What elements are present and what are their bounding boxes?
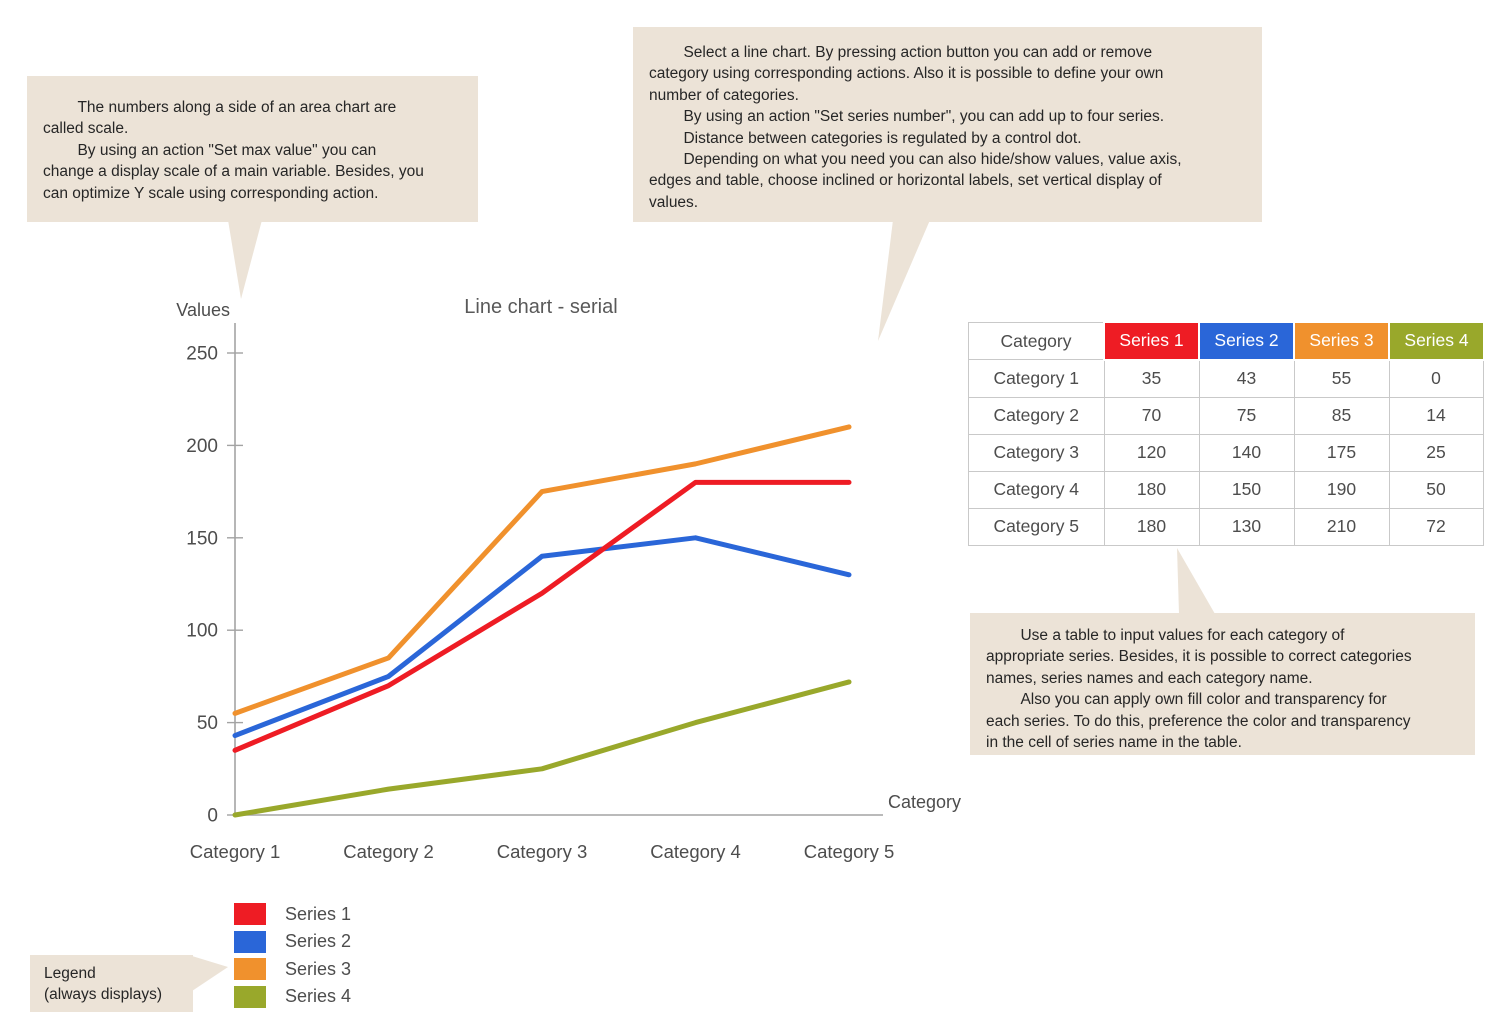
chart-legend: Series 1 Series 2 Series 3 Series 4 <box>234 903 351 1008</box>
table-cell-value: 0 <box>1388 359 1484 398</box>
y-tick-label: 0 <box>207 806 218 827</box>
table-cell-category: Category 4 <box>968 470 1105 509</box>
callout-chart-note: Select a line chart. By pressing action … <box>633 27 1262 222</box>
x-axis-title: Category <box>888 792 961 812</box>
table-header-series-1: Series 1 <box>1103 322 1199 361</box>
table-cell-value: 180 <box>1103 470 1200 509</box>
x-category-label: Category 4 <box>650 841 741 862</box>
legend-swatch-series-1 <box>234 903 266 925</box>
table-cell-value: 70 <box>1103 396 1200 435</box>
y-tick-label: 200 <box>186 436 218 457</box>
table-cell-value: 75 <box>1198 396 1295 435</box>
table-cell-value: 140 <box>1198 433 1295 472</box>
series-line-series-3 <box>232 424 852 716</box>
x-category-label: Category 3 <box>497 841 588 862</box>
legend-item-series-4: Series 4 <box>234 985 352 1008</box>
series-line-series-2 <box>232 535 852 739</box>
table-header-series-4: Series 4 <box>1388 322 1483 361</box>
legend-label: Series 2 <box>285 931 352 951</box>
table-cell-value: 55 <box>1293 359 1390 398</box>
table-cell-value: 50 <box>1388 470 1484 509</box>
table-cell-value: 14 <box>1388 396 1484 435</box>
legend-label: Series 1 <box>285 903 352 924</box>
line-chart: Line chart - serial Values Category 0 50 100 1… <box>176 296 961 862</box>
table-header-series-3: Series 3 <box>1293 322 1389 361</box>
table-row: Category 2 70 75 85 14 <box>968 396 1484 435</box>
legend-swatch-series-3 <box>234 958 266 980</box>
table-header-row: Category Series 1 Series 2 Series 3 Series 4 <box>968 322 1483 361</box>
table-cell-value: 180 <box>1103 507 1200 546</box>
callout-tail-legend <box>192 956 228 991</box>
callout-table-note: Use a table to input values for each cat… <box>970 613 1475 755</box>
table-cell-value: 72 <box>1388 507 1484 546</box>
table-cell-value: 120 <box>1103 433 1200 472</box>
y-tick-label: 100 <box>186 621 218 642</box>
callout-legend-note: Legend (always displays) <box>30 955 193 1012</box>
table-cell-value: 210 <box>1293 507 1390 546</box>
table-cell-category: Category 2 <box>968 396 1105 435</box>
series-line-series-1 <box>232 479 852 753</box>
table-cell-category: Category 5 <box>968 507 1105 546</box>
legend-label: Series 3 <box>285 958 352 979</box>
table-cell-value: 85 <box>1293 396 1390 435</box>
y-tick-label: 150 <box>186 528 218 549</box>
data-table: Category Series 1 Series 2 Series 3 Series 4… <box>968 322 1484 546</box>
table-row: Category 3 120 140 175 25 <box>968 433 1484 472</box>
legend-item-series-1: Series 1 <box>234 903 351 925</box>
table-cell-value: 150 <box>1198 470 1295 509</box>
legend-swatch-series-2 <box>234 930 266 953</box>
table-cell-value: 175 <box>1293 433 1390 472</box>
callout-tail-table <box>1177 548 1215 614</box>
table-header-category: Category <box>968 322 1105 360</box>
table-cell-value: 43 <box>1198 359 1295 398</box>
table-cell-category: Category 3 <box>968 433 1105 472</box>
x-category-label: Category 5 <box>804 841 895 862</box>
y-tick-label: 50 <box>197 713 218 734</box>
table-cell-value: 190 <box>1293 470 1390 509</box>
x-category-label: Category 2 <box>343 841 434 862</box>
table-cell-category: Category 1 <box>968 359 1105 398</box>
callout-scale-note: The numbers along a side of an area char… <box>27 76 478 222</box>
chart-title: Line chart - serial <box>464 296 617 318</box>
series-line-series-4 <box>232 679 852 818</box>
table-row: Category 4 180 150 190 50 <box>968 470 1484 509</box>
table-row: Category 1 35 43 55 0 <box>968 359 1484 398</box>
x-category-label: Category 1 <box>190 841 281 862</box>
legend-item-series-2: Series 2 <box>234 930 352 953</box>
table-header-series-2: Series 2 <box>1198 322 1294 361</box>
legend-item-series-3: Series 3 <box>234 958 351 980</box>
table-cell-value: 25 <box>1388 433 1484 472</box>
legend-label: Series 4 <box>285 986 352 1006</box>
table-row: Category 5 180 130 210 72 <box>968 507 1484 546</box>
legend-swatch-series-4 <box>234 985 266 1008</box>
table-cell-value: 35 <box>1103 359 1200 398</box>
y-axis-title: Values <box>176 300 230 320</box>
y-tick-label: 250 <box>186 344 218 365</box>
table-cell-value: 130 <box>1198 507 1295 546</box>
